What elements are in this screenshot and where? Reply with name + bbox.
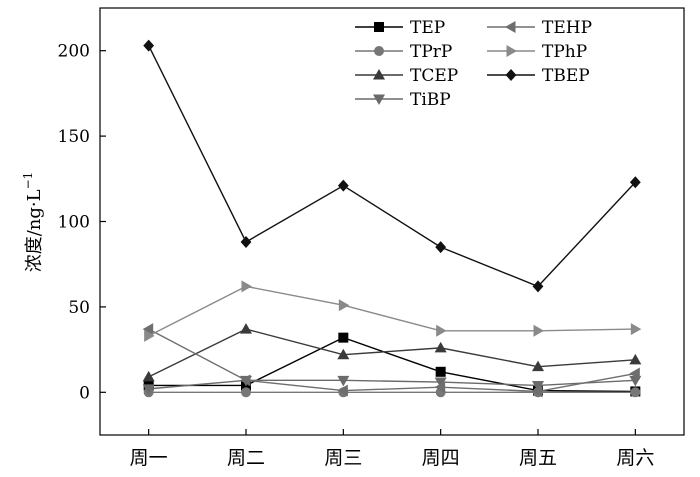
legend-item-tibp: TiBP: [355, 90, 451, 110]
data-point-tprp: [241, 387, 251, 398]
legend-marker: [374, 22, 384, 32]
data-point-tcep: [337, 348, 350, 360]
legend-marker: [505, 21, 516, 33]
x-tick-label: 周五: [519, 447, 557, 469]
legend-item-tehp: TEHP: [487, 18, 592, 38]
data-point-tehp: [240, 374, 251, 387]
series-tehp: [142, 323, 640, 398]
data-point-tibp: [532, 380, 544, 392]
data-point-tphp: [533, 324, 544, 337]
series-tcep: [142, 323, 642, 382]
legend-marker: [373, 69, 385, 80]
data-point-tphp: [630, 323, 642, 336]
legend-item-tbep: TBEP: [487, 66, 590, 86]
data-point-tehp: [434, 381, 446, 394]
y-tick-label: 200: [58, 42, 90, 62]
y-tick-label: 50: [68, 298, 90, 318]
data-point-tphp: [241, 280, 252, 293]
series-tbep: [143, 39, 641, 293]
data-point-tbep: [629, 176, 641, 189]
legend-item-tep: TEP: [355, 18, 445, 38]
legend-label: TiBP: [410, 90, 451, 110]
data-point-tphp: [144, 329, 155, 342]
legend-item-tphp: TPhP: [487, 42, 587, 62]
data-point-tehp: [337, 384, 348, 397]
legend-marker: [506, 45, 517, 57]
data-point-tibp: [434, 377, 447, 389]
data-point-tcep: [240, 323, 252, 334]
data-point-tbep: [532, 280, 544, 293]
data-point-tep: [338, 332, 349, 343]
data-point-tcep: [434, 341, 447, 353]
y-axis-label: 浓度/ng·L−1: [21, 172, 45, 273]
series-line-tbep: [148, 45, 636, 288]
data-point-tphp: [436, 324, 447, 337]
data-point-tibp: [142, 384, 155, 395]
legend-item-tcep: TCEP: [355, 66, 458, 86]
series-tphp: [144, 280, 642, 342]
y-tick-label: 100: [58, 213, 90, 233]
data-point-tcep: [532, 360, 544, 372]
x-tick-label: 周三: [324, 447, 362, 469]
data-point-tehp: [532, 385, 543, 398]
series-line-tep: [148, 336, 636, 393]
x-tick-label: 周四: [422, 447, 460, 469]
x-tick-label: 周一: [130, 447, 168, 469]
data-point-tprp: [630, 387, 641, 398]
legend-label: TPhP: [542, 42, 587, 62]
plot-frame: [99, 7, 685, 436]
y-tick-label: 0: [79, 383, 90, 403]
series-line-tphp: [148, 285, 636, 337]
legend-label: TCEP: [410, 66, 458, 86]
x-tick-label: 周二: [227, 447, 265, 469]
data-point-tbep: [143, 39, 155, 52]
legend-label: TEP: [410, 18, 445, 38]
data-point-tibp: [337, 375, 350, 387]
legend-item-tprp: TPrP: [355, 42, 452, 62]
data-point-tbep: [240, 235, 252, 248]
data-point-tcep: [142, 370, 155, 382]
series-line-tehp: [148, 328, 636, 393]
legend-label: TEHP: [542, 18, 592, 38]
legend-label: TPrP: [410, 42, 452, 62]
legend-marker: [373, 94, 385, 105]
data-point-tphp: [338, 299, 350, 312]
legend-marker: [374, 46, 384, 56]
y-tick-label: 150: [58, 127, 90, 147]
x-tick-label: 周六: [616, 447, 654, 469]
series-line-tibp: [148, 379, 636, 390]
data-point-tbep: [435, 241, 447, 254]
series-line-tcep: [148, 328, 636, 378]
data-point-tehp: [142, 323, 154, 336]
legend-label: TBEP: [542, 66, 590, 86]
data-point-tehp: [629, 367, 640, 380]
legend-marker: [505, 69, 517, 81]
data-point-tbep: [337, 179, 349, 192]
data-point-tep: [435, 366, 446, 377]
data-point-tcep: [629, 353, 642, 365]
